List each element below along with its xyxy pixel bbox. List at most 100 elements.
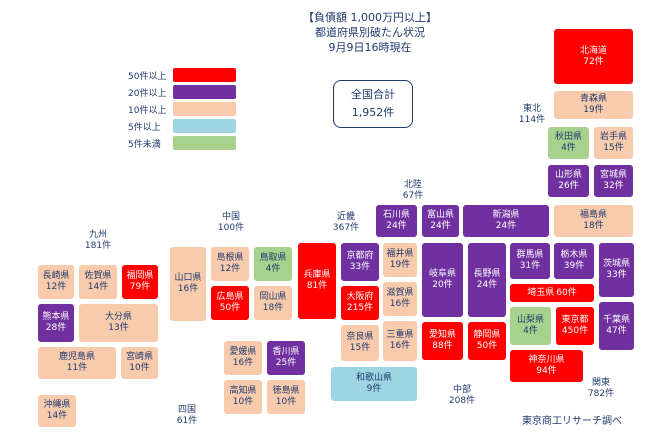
pref-count: 215件 (346, 303, 374, 313)
pref-name: 滋賀県 (386, 288, 414, 298)
pref-name: 和歌山県 (355, 373, 392, 383)
pref-name: 茨城県 (602, 259, 630, 269)
pref-tokyo: 東京都 450件 (555, 306, 595, 346)
pref-count: 79件 (129, 282, 151, 292)
source-credit: 東京商工リサーチ調べ (522, 416, 622, 427)
pref-count: 13件 (108, 323, 129, 333)
region-kyushu: 九州 181件 (78, 230, 118, 252)
region-count: 67件 (402, 191, 424, 201)
pref-name: 長崎県 (42, 271, 70, 281)
pref-count: 16件 (389, 299, 411, 309)
pref-name: 神奈川県 (528, 355, 565, 365)
pref-fukuoka: 福岡県 79件 (121, 264, 159, 300)
legend-item: 10件以上 (128, 102, 238, 118)
pref-name: 北海道 (579, 45, 607, 56)
region-count: 100件 (217, 223, 245, 233)
pref-tochigi: 栃木県 39件 (553, 242, 595, 280)
pref-name: 兵庫県 (303, 270, 331, 280)
pref-count: 60件 (556, 287, 577, 298)
region-name: 関東 (591, 378, 610, 388)
pref-count: 16件 (389, 341, 411, 351)
pref-kanagawa: 神奈川県 94件 (509, 349, 584, 383)
pref-name: 香川県 (272, 347, 300, 357)
region-name: 北陸 (403, 180, 422, 190)
pref-name: 山形県 (554, 170, 582, 180)
pref-name: 愛媛県 (229, 347, 257, 357)
pref-miyagi: 宮城県 32件 (593, 164, 634, 198)
pref-fukushima: 福島県 18件 (553, 204, 634, 238)
region-name: 四国 (177, 405, 196, 415)
pref-yamagata: 山形県 26件 (547, 164, 590, 198)
pref-name: 宮崎県 (125, 352, 153, 362)
region-name: 中国 (221, 212, 240, 222)
pref-iwate: 岩手県 15件 (593, 126, 634, 160)
pref-ehime: 愛媛県 16件 (223, 340, 263, 376)
pref-yamaguchi: 山口県 16件 (169, 246, 207, 322)
pref-fukui: 福井県 19件 (382, 242, 418, 278)
pref-name: 大阪府 (346, 292, 374, 302)
pref-gunma: 群馬県 31件 (509, 242, 551, 280)
map-title: 【負債額 1,000万円以上】 都道府県別破たん状況 9月9日16時現在 (270, 10, 470, 55)
pref-name: 広島県 (216, 292, 244, 302)
pref-name: 島根県 (216, 253, 244, 263)
legend-item: 20件以上 (128, 85, 238, 101)
pref-name: 奈良県 (346, 332, 374, 342)
pref-count: 24件 (430, 221, 451, 231)
region-hokuriku: 北陸 67件 (393, 180, 433, 202)
region-count: 208件 (448, 396, 476, 406)
pref-name: 青森県 (579, 94, 607, 104)
pref-count: 31件 (519, 261, 541, 271)
legend-swatch (173, 119, 236, 133)
pref-name: 大分県 (104, 312, 132, 322)
title-line-3: 9月9日16時現在 (328, 41, 412, 54)
pref-name: 三重県 (386, 330, 414, 340)
pref-nagano: 長野県 24件 (467, 242, 507, 318)
pref-count: 72件 (583, 56, 604, 67)
pref-shimane: 島根県 12件 (210, 246, 250, 282)
pref-count: 39件 (563, 261, 585, 271)
pref-ibaraki: 茨城県 33件 (598, 242, 635, 298)
pref-count: 94件 (536, 366, 557, 376)
pref-name: 富山県 (426, 210, 454, 220)
pref-name: 東京都 (561, 315, 589, 325)
region-name: 九州 (88, 230, 107, 240)
pref-akita: 秋田県 4件 (547, 126, 590, 160)
pref-count: 14件 (87, 282, 109, 292)
pref-count: 450件 (561, 326, 589, 336)
legend-label: 10件以上 (128, 106, 167, 116)
pref-gifu: 岐阜県 20件 (421, 242, 464, 318)
pref-aichi: 愛知県 88件 (421, 321, 464, 361)
pref-hokkaido: 北海道 72件 (553, 28, 634, 85)
pref-name: 埼玉県 (527, 287, 555, 298)
pref-count: 12件 (45, 282, 67, 292)
pref-okinawa: 沖縄県 14件 (37, 394, 77, 428)
pref-name: 高知県 (229, 386, 257, 396)
pref-count: 4件 (561, 143, 576, 153)
pref-wakayama: 和歌山県 9件 (330, 366, 418, 402)
region-count: 782件 (587, 389, 615, 399)
pref-yamanashi: 山梨県 4件 (509, 306, 552, 346)
pref-name: 栃木県 (560, 250, 588, 260)
pref-name: 石川県 (382, 210, 410, 220)
region-chubu: 中部 208件 (442, 385, 482, 407)
pref-kumamoto: 熊本県 28件 (37, 303, 75, 343)
pref-count: 15件 (603, 143, 624, 153)
region-shikoku: 四国 61件 (167, 405, 207, 427)
pref-niigata: 新潟県 24件 (462, 204, 550, 238)
legend-item: 5件未満 (128, 136, 238, 152)
pref-ishikawa: 石川県 24件 (375, 204, 418, 238)
pref-count: 9件 (366, 384, 382, 394)
legend-label: 50件以上 (128, 72, 167, 82)
pref-count: 10件 (129, 363, 150, 373)
pref-osaka: 大阪府 215件 (340, 285, 380, 321)
pref-name: 岡山県 (259, 292, 287, 302)
legend-item: 5件以上 (128, 119, 238, 135)
region-count: 367件 (332, 223, 360, 233)
title-line-2: 都道府県別破たん状況 (315, 26, 425, 39)
pref-count: 16件 (232, 358, 254, 368)
pref-name: 岐阜県 (428, 269, 456, 279)
pref-count: 10件 (275, 397, 297, 407)
region-name: 東北 (522, 104, 541, 114)
pref-nara: 奈良県 15件 (340, 324, 380, 362)
legend-label: 20件以上 (128, 89, 167, 99)
